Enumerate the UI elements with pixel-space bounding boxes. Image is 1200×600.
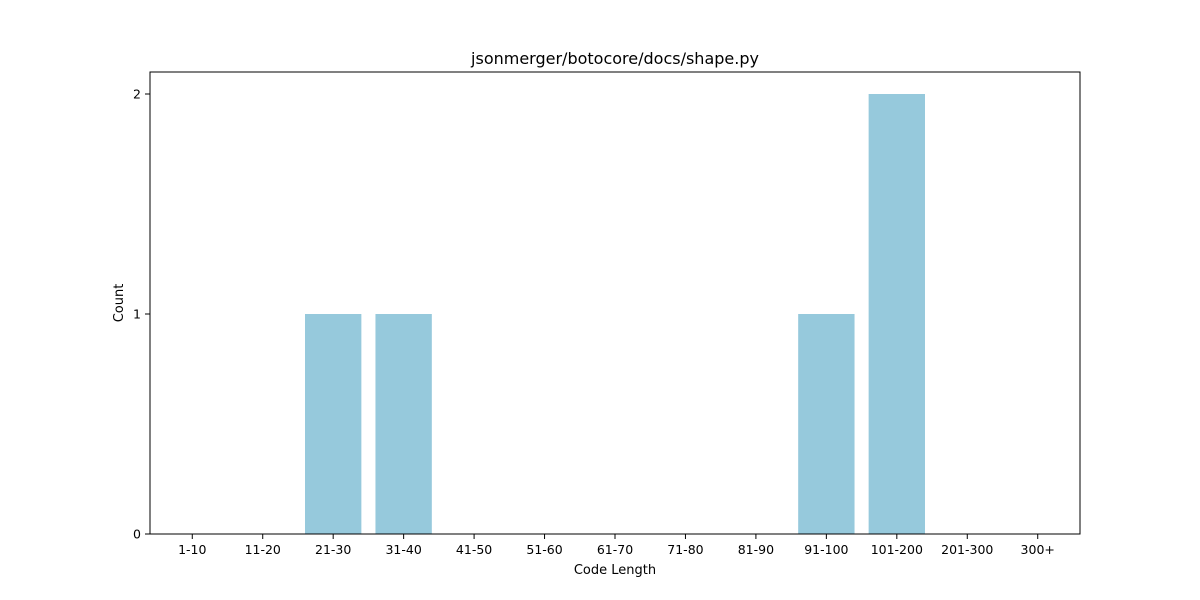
x-tick-label: 91-100 bbox=[804, 542, 848, 557]
x-tick-label: 71-80 bbox=[667, 542, 703, 557]
x-tick-label: 31-40 bbox=[385, 542, 421, 557]
x-axis-label: Code Length bbox=[574, 563, 656, 578]
bar-31-40 bbox=[375, 314, 432, 534]
x-tick-label: 81-90 bbox=[738, 542, 774, 557]
plot-frame bbox=[149, 71, 1081, 535]
y-tick-label: 0 bbox=[133, 527, 141, 542]
y-axis-label: Count bbox=[112, 284, 127, 323]
x-tick-label: 101-200 bbox=[871, 542, 923, 557]
x-tick-label: 61-70 bbox=[597, 542, 633, 557]
bar-101-200 bbox=[868, 94, 925, 534]
x-tick-label: 11-20 bbox=[245, 542, 281, 557]
x-tick-label: 21-30 bbox=[315, 542, 351, 557]
y-tick-label: 1 bbox=[133, 307, 141, 322]
x-tick-label: 41-50 bbox=[456, 542, 492, 557]
x-tick-label: 300+ bbox=[1021, 542, 1055, 557]
bar-91-100 bbox=[798, 314, 855, 534]
chart-title: jsonmerger/botocore/docs/shape.py bbox=[470, 49, 759, 68]
x-axis-ticks: 1-10 11-20 21-30 31-40 41-50 51-60 61-70 71-80 8… bbox=[178, 534, 1055, 557]
bar-21-30 bbox=[305, 314, 362, 534]
x-tick-label: 201-300 bbox=[941, 542, 993, 557]
bars-group bbox=[305, 94, 925, 534]
y-axis-ticks: 0 1 2 bbox=[133, 87, 150, 542]
x-tick-label: 51-60 bbox=[526, 542, 562, 557]
y-tick-label: 2 bbox=[133, 87, 141, 102]
x-tick-label: 1-10 bbox=[178, 542, 206, 557]
